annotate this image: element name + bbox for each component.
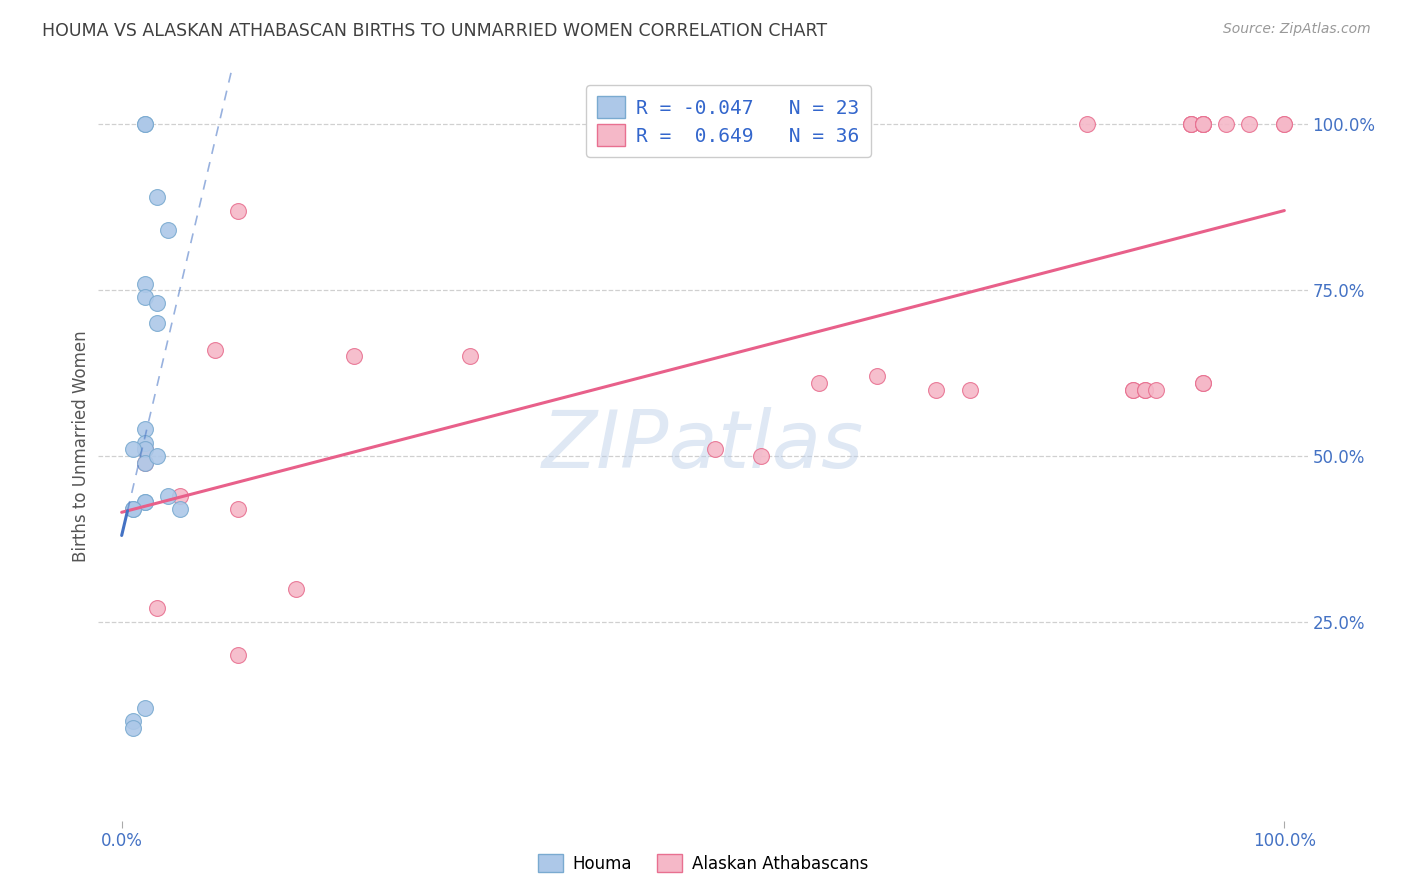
Point: [145, 296, 167, 310]
Point: [134, 701, 156, 715]
Point: [1192, 117, 1215, 131]
Point: [145, 316, 167, 330]
Text: ZIPatlas: ZIPatlas: [541, 407, 865, 485]
Point: [1192, 376, 1215, 390]
Point: [460, 350, 482, 364]
Point: [1180, 117, 1202, 131]
Point: [134, 442, 156, 457]
Point: [1192, 117, 1215, 131]
Text: HOUMA VS ALASKAN ATHABASCAN BIRTHS TO UNMARRIED WOMEN CORRELATION CHART: HOUMA VS ALASKAN ATHABASCAN BIRTHS TO UN…: [42, 22, 827, 40]
Point: [1122, 383, 1144, 397]
Point: [1192, 117, 1215, 131]
Point: [1239, 117, 1261, 131]
Point: [1133, 383, 1156, 397]
Point: [749, 449, 772, 463]
Point: [1180, 117, 1202, 131]
Point: [122, 442, 145, 457]
Point: [157, 223, 180, 237]
Point: [134, 422, 156, 436]
Point: [285, 582, 308, 596]
Point: [1144, 383, 1167, 397]
Point: [924, 383, 946, 397]
Point: [226, 502, 249, 516]
Point: [134, 456, 156, 470]
Point: [134, 456, 156, 470]
Point: [343, 350, 366, 364]
Point: [204, 343, 226, 357]
Point: [703, 442, 725, 457]
Legend: Houma, Alaskan Athabascans: Houma, Alaskan Athabascans: [531, 847, 875, 880]
Text: Source: ZipAtlas.com: Source: ZipAtlas.com: [1223, 22, 1371, 37]
Point: [157, 489, 180, 503]
Point: [122, 502, 145, 516]
Point: [959, 383, 981, 397]
Point: [866, 369, 889, 384]
Point: [169, 502, 191, 516]
Point: [169, 489, 191, 503]
Point: [1076, 117, 1098, 131]
Point: [134, 290, 156, 304]
Point: [134, 442, 156, 457]
Y-axis label: Births to Unmarried Women: Births to Unmarried Women: [72, 330, 90, 562]
Point: [1215, 117, 1237, 131]
Point: [1122, 383, 1144, 397]
Point: [122, 721, 145, 735]
Point: [145, 449, 167, 463]
Point: [134, 277, 156, 291]
Point: [1180, 117, 1202, 131]
Point: [122, 502, 145, 516]
Point: [145, 601, 167, 615]
Point: [1192, 376, 1215, 390]
Point: [808, 376, 831, 390]
Point: [134, 495, 156, 509]
Point: [134, 117, 156, 131]
Point: [1133, 383, 1156, 397]
Point: [1192, 117, 1215, 131]
Point: [226, 648, 249, 662]
Point: [226, 203, 249, 218]
Point: [122, 714, 145, 728]
Point: [134, 117, 156, 131]
Point: [145, 190, 167, 204]
Legend: R = -0.047   N = 23, R =  0.649   N = 36: R = -0.047 N = 23, R = 0.649 N = 36: [586, 85, 872, 157]
Point: [134, 495, 156, 509]
Point: [1272, 117, 1295, 131]
Point: [1272, 117, 1295, 131]
Point: [134, 435, 156, 450]
